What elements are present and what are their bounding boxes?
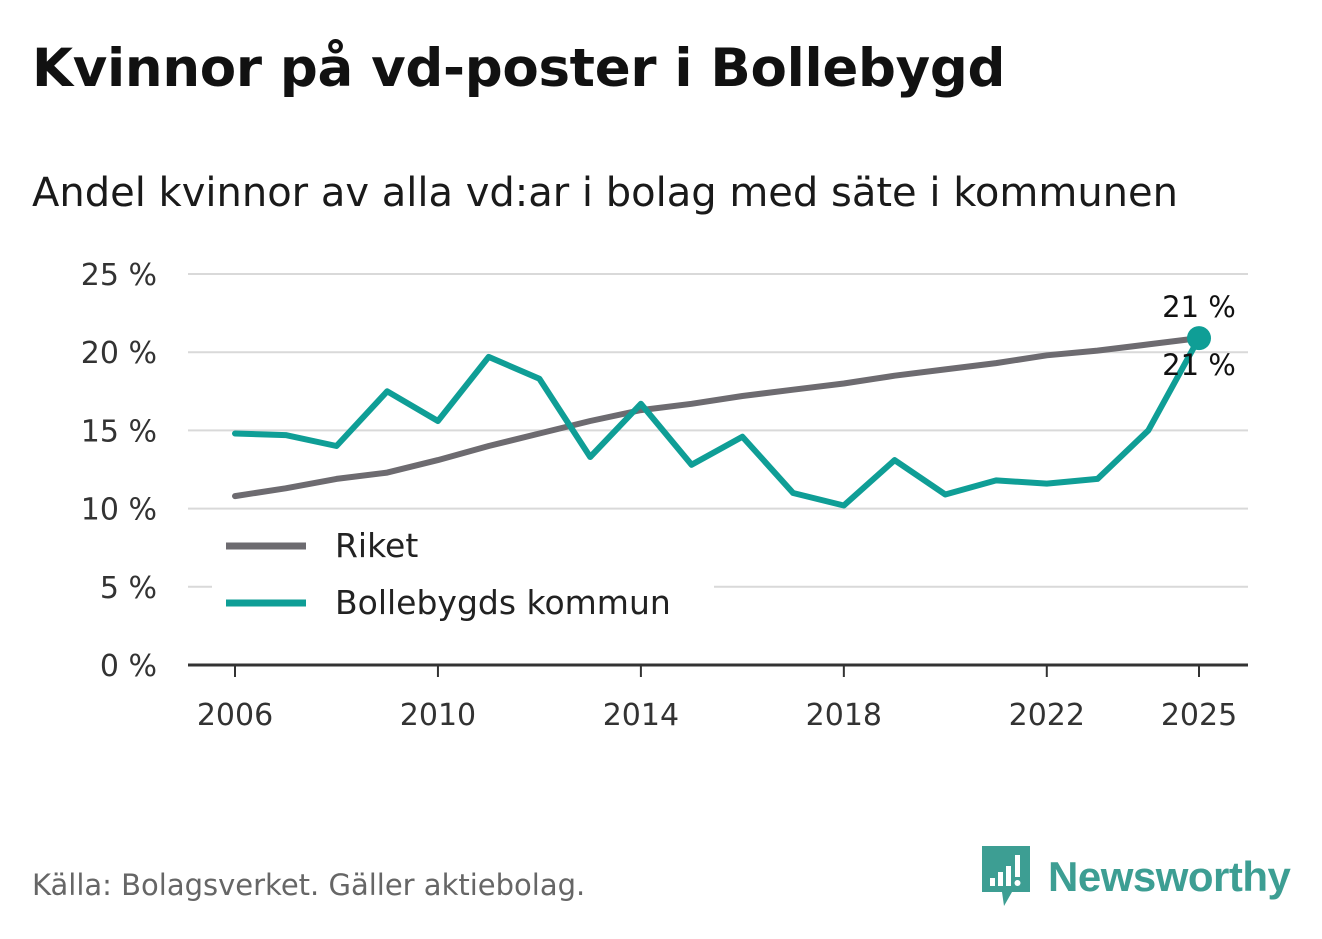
y-tick-label: 0 % [100,649,157,684]
chart-subtitle: Andel kvinnor av alla vd:ar i bolag med … [32,170,1178,216]
series-line-bollebygd [232,335,1202,509]
y-tick-label: 15 % [81,414,157,449]
y-tick-label: 10 % [81,493,157,528]
series-line-riket [232,335,1202,500]
legend-label: Riket [335,526,418,565]
brand-name: Newsworthy [1048,853,1291,900]
y-tick-label: 20 % [81,336,157,371]
y-axis-ticks: 0 % 5 % 10 % 15 % 20 % 25 % [81,258,157,684]
chart-title: Kvinnor på vd-poster i Bollebygd [32,38,1006,99]
x-axis-ticks: 2006 2010 2014 2018 2022 2025 [197,665,1237,733]
end-label-bollebygd: 21 % [1162,348,1236,382]
y-tick-label: 5 % [100,571,157,606]
end-label-riket: 21 % [1162,290,1236,324]
x-tick-label: 2025 [1161,698,1237,733]
series-lines [232,335,1202,509]
legend: Riket Bollebygds kommun [212,518,714,626]
line-chart: 0 %5 %10 %15 %20 %25 % 2006 2010 2014 2018 2… [81,258,1248,733]
newsworthy-logo-icon [982,846,1030,906]
x-tick-label: 2006 [197,698,273,733]
x-tick-label: 2018 [806,698,882,733]
x-tick-label: 2014 [603,698,679,733]
source-note: Källa: Bolagsverket. Gäller aktiebolag. [32,868,586,902]
legend-background [212,518,714,626]
end-labels: 21 % 21 % [1162,290,1236,382]
brand-logo: Newsworthy [982,846,1291,908]
y-tick-label: 25 % [81,258,157,293]
x-tick-label: 2010 [400,698,476,733]
x-tick-label: 2022 [1009,698,1085,733]
legend-label: Bollebygds kommun [335,583,671,622]
end-point-marker [1187,326,1211,351]
